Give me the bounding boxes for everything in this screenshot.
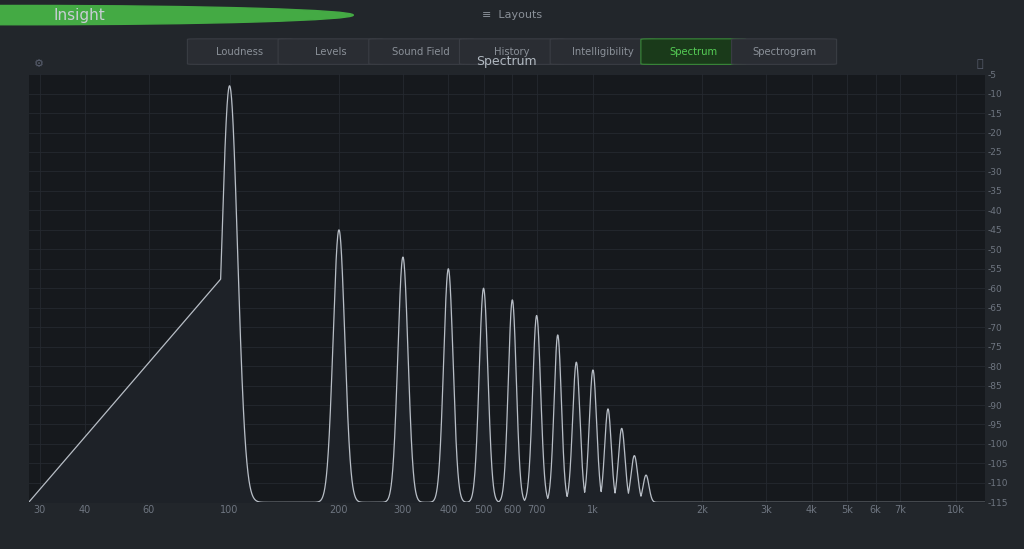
Text: Levels: Levels (314, 47, 346, 57)
Circle shape (0, 5, 353, 25)
FancyBboxPatch shape (279, 39, 383, 64)
Text: Spectrum: Spectrum (670, 47, 718, 57)
FancyBboxPatch shape (369, 39, 474, 64)
Text: ⚙: ⚙ (34, 59, 43, 69)
Text: Spectrum: Spectrum (476, 55, 538, 68)
Text: Loudness: Loudness (216, 47, 263, 57)
Text: History: History (495, 47, 529, 57)
FancyBboxPatch shape (550, 39, 655, 64)
FancyBboxPatch shape (731, 39, 837, 64)
Text: ≡  Layouts: ≡ Layouts (482, 10, 542, 20)
Text: Intelligibility: Intelligibility (571, 47, 634, 57)
FancyBboxPatch shape (187, 39, 293, 64)
Text: Insight: Insight (53, 8, 105, 23)
FancyBboxPatch shape (460, 39, 564, 64)
FancyBboxPatch shape (641, 39, 745, 64)
Text: ⤢: ⤢ (977, 59, 983, 69)
Text: Spectrogram: Spectrogram (752, 47, 816, 57)
Text: Sound Field: Sound Field (392, 47, 451, 57)
